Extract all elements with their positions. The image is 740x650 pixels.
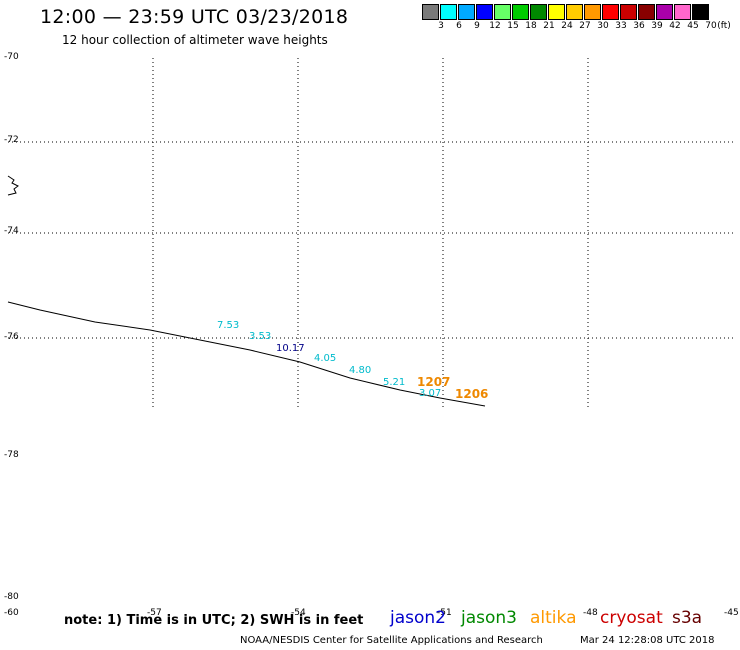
scale-label: 18 <box>525 21 537 31</box>
lat-label: -76 <box>4 332 19 342</box>
scale-swatch <box>638 4 655 20</box>
credit-line: NOAA/NESDIS Center for Satellite Applica… <box>240 635 543 646</box>
lon-label: -48 <box>583 608 598 618</box>
legend-s3a: s3a <box>672 608 703 628</box>
scale-label: 6 <box>456 21 462 31</box>
wave-height-label: 1206 <box>455 387 489 401</box>
scale-swatch <box>584 4 601 20</box>
map-subtitle: 12 hour collection of altimeter wave hei… <box>62 33 328 47</box>
lon-label: -51 <box>437 608 452 618</box>
wave-height-label: 10.17 <box>276 343 305 354</box>
scale-label: 15 <box>507 21 519 31</box>
wave-height-label: 5.21 <box>383 377 406 388</box>
wave-height-label: 4.80 <box>349 365 372 376</box>
scale-swatch <box>674 4 691 20</box>
lon-label: -60 <box>4 608 19 618</box>
lon-label: -54 <box>291 608 306 618</box>
scale-swatch <box>548 4 565 20</box>
graticule <box>8 58 735 408</box>
scale-swatch <box>656 4 673 20</box>
scale-label: 42 <box>669 21 681 31</box>
scale-label: 12 <box>489 21 501 31</box>
scale-label: 45 <box>687 21 699 31</box>
scale-swatch <box>530 4 547 20</box>
scale-swatch <box>620 4 637 20</box>
wave-height-label: 3.07 <box>419 388 442 399</box>
scale-label: 36 <box>633 21 645 31</box>
scale-swatch <box>566 4 583 20</box>
scale-swatch <box>494 4 511 20</box>
scale-label: 70 <box>705 21 717 31</box>
scale-label: 27 <box>579 21 591 31</box>
units-note: note: 1) Time is in UTC; 2) SWH is in fe… <box>64 613 364 628</box>
legend-jason2: jason2 <box>390 608 446 628</box>
scale-swatch <box>422 4 439 20</box>
scale-label: 9 <box>474 21 480 31</box>
scale-swatch <box>512 4 529 20</box>
scale-label: 30 <box>597 21 609 31</box>
scale-swatch <box>440 4 457 20</box>
wave-height-label: 3.53 <box>249 331 272 342</box>
lat-label: -72 <box>4 135 19 145</box>
legend-cryosat: cryosat <box>600 608 663 628</box>
wave-height-label: 7.53 <box>217 320 240 331</box>
scale-swatch <box>476 4 493 20</box>
legend-altika: altika <box>530 608 577 628</box>
satellite-track <box>7 301 486 407</box>
wave-height-label: 4.05 <box>314 353 337 364</box>
legend-jason3: jason3 <box>461 608 517 628</box>
lon-label: -45 <box>724 608 739 618</box>
lat-label: -80 <box>4 592 19 602</box>
lat-label: -74 <box>4 226 19 236</box>
coastline <box>7 175 19 196</box>
lat-label: -70 <box>4 52 19 62</box>
scale-label: 33 <box>615 21 627 31</box>
generation-timestamp: Mar 24 12:28:08 UTC 2018 <box>580 635 715 646</box>
scale-label: 39 <box>651 21 663 31</box>
scale-label: 21 <box>543 21 555 31</box>
scale-label: 3 <box>438 21 444 31</box>
map-title: 12:00 — 23:59 UTC 03/23/2018 <box>40 6 349 28</box>
scale-swatch <box>458 4 475 20</box>
lon-label: -57 <box>147 608 162 618</box>
scale-swatch <box>692 4 709 20</box>
lat-label: -78 <box>4 450 19 460</box>
wave-height-label: 1207 <box>417 375 451 389</box>
scale-label: 24 <box>561 21 573 31</box>
scale-unit-label: (ft) <box>717 21 731 31</box>
scale-swatch <box>602 4 619 20</box>
